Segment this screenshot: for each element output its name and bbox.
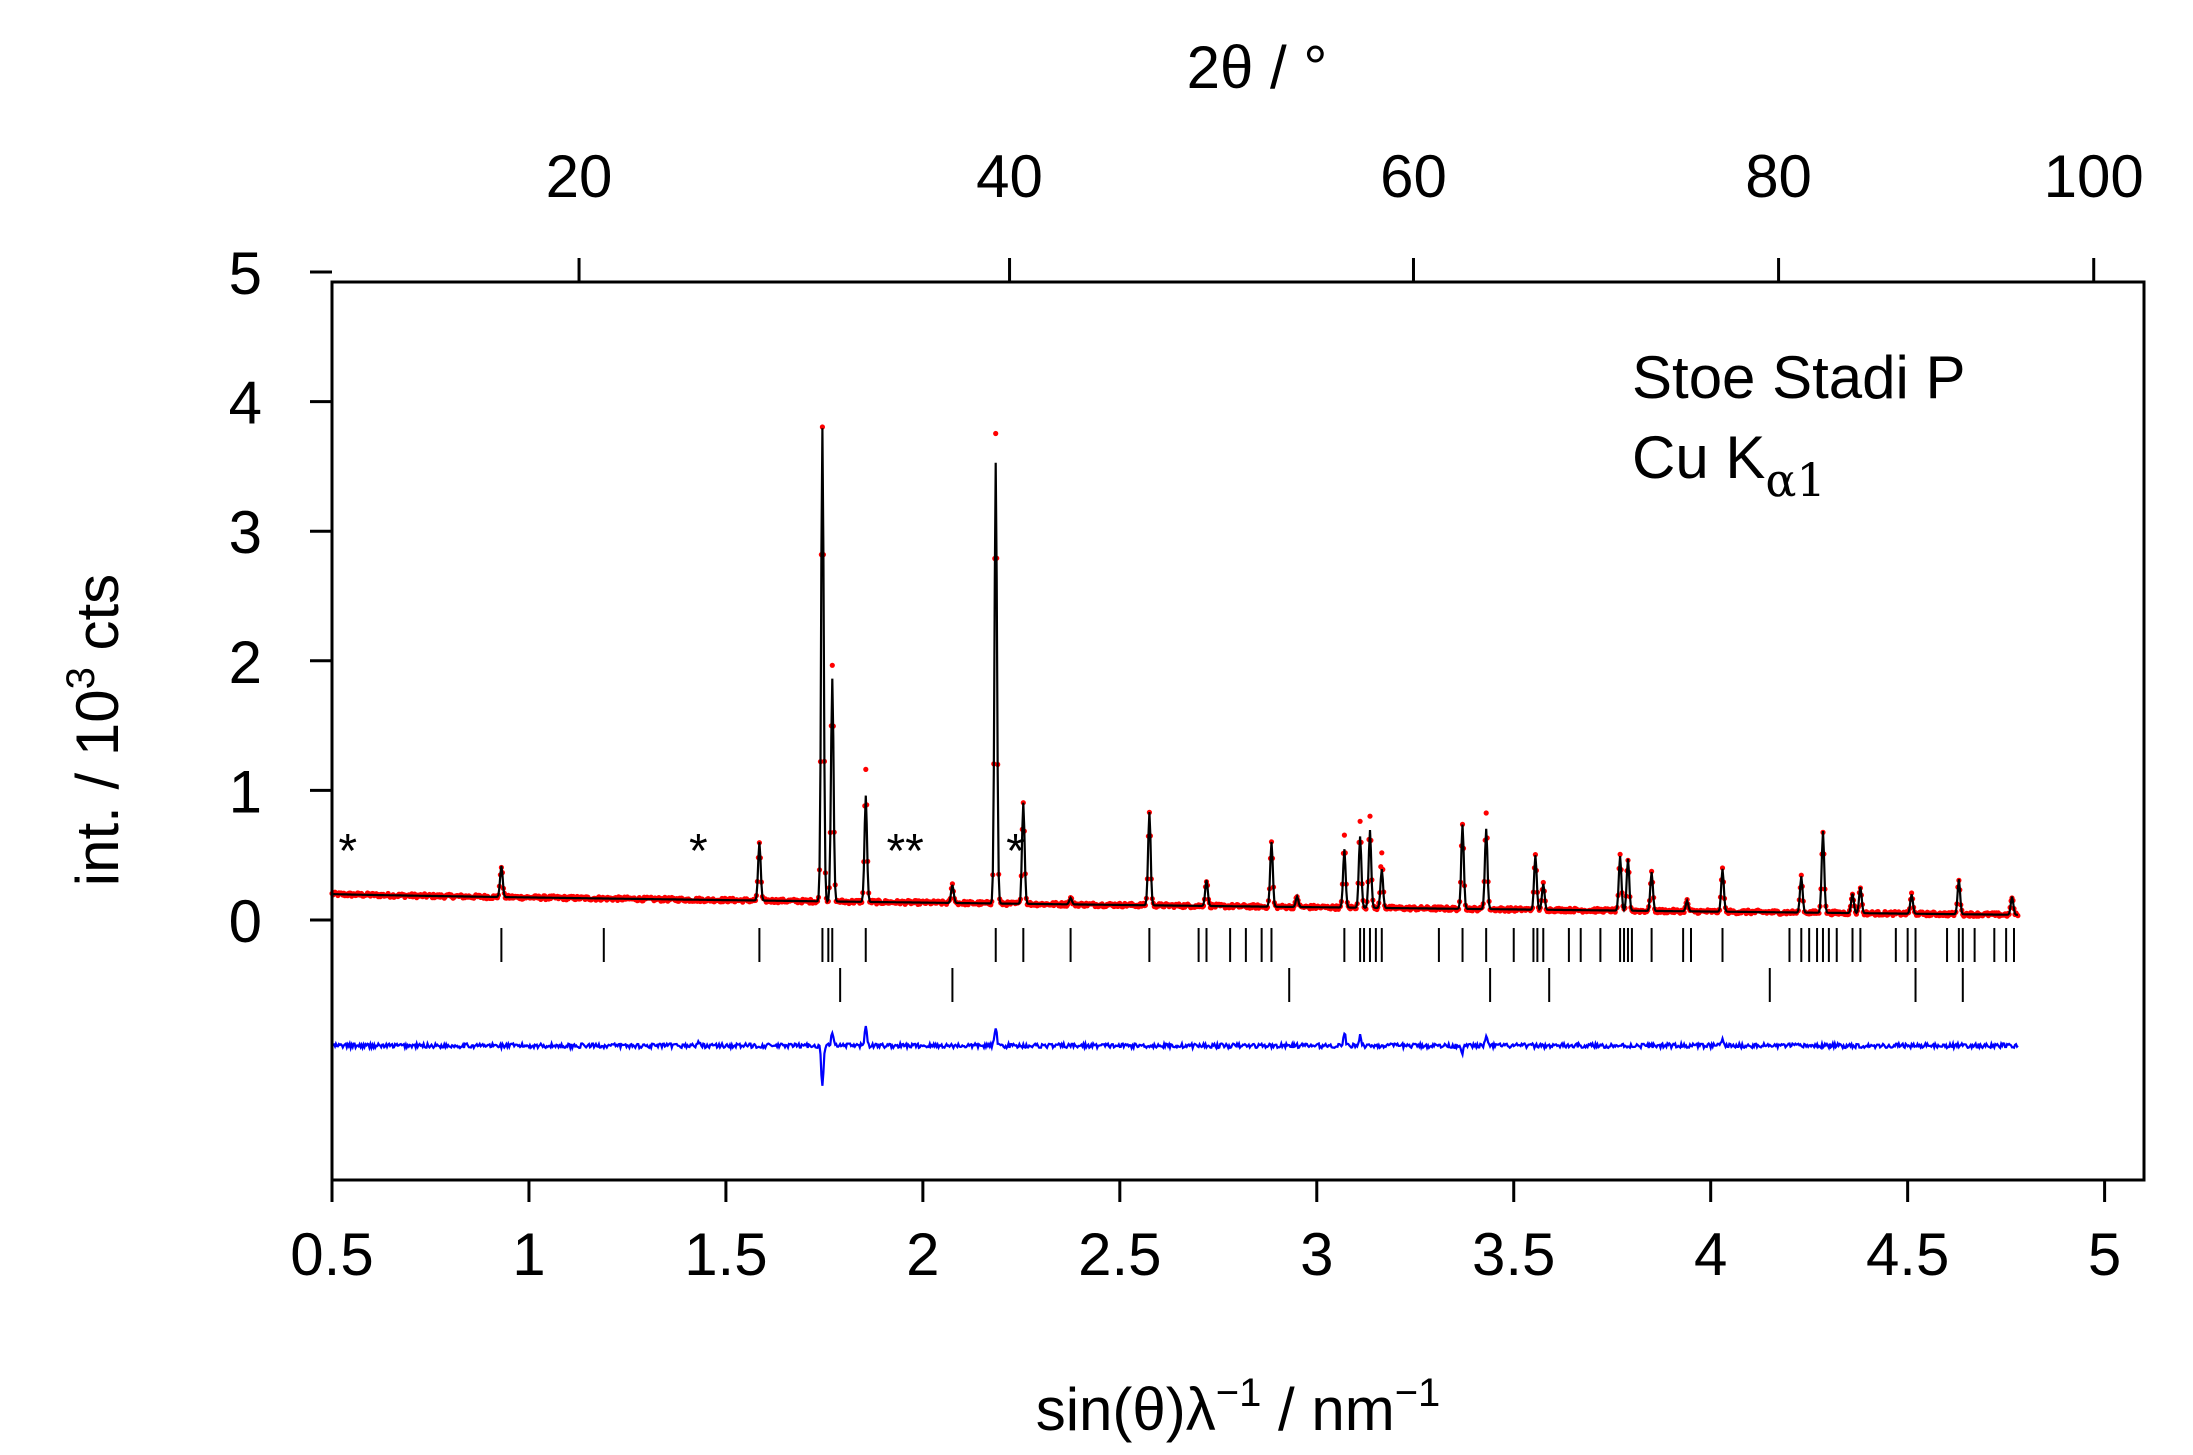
impurity-marker: *: [338, 825, 357, 878]
impurity-marker: *: [689, 825, 708, 878]
x-tick-label: 0.5: [290, 1221, 373, 1288]
top-tick-label: 80: [1745, 143, 1812, 210]
observed-point: [1459, 821, 1466, 828]
y-tick-label: 5: [229, 240, 262, 307]
radiation-label: Cu Kα1: [1632, 424, 1826, 507]
observed-point: [1798, 872, 1804, 878]
x-axis-title-mid: / nm: [1261, 1376, 1394, 1443]
radiation-label-sub: α1: [1765, 453, 1825, 507]
observed-point: [1617, 851, 1623, 857]
x-tick-label: 1: [512, 1221, 545, 1288]
top-tick-label: 60: [1380, 143, 1447, 210]
x-tick-label: 4.5: [1866, 1221, 1949, 1288]
y-axis-title-base: int. / 10: [64, 689, 131, 886]
x-axis-title-sup2: −1: [1395, 1371, 1441, 1415]
x-tick-label: 4: [1694, 1221, 1727, 1288]
x-tick-label: 3: [1300, 1221, 1333, 1288]
axes-layer: 0.5 1 1.5 2 2.5 3 3.5 4 4.5 5 0 1 2 3 4 5 20 40 60 80 100: [229, 143, 2144, 1288]
x-tick-label: 5: [2088, 1221, 2121, 1288]
calculated-line: [332, 428, 2018, 916]
x-axis-title: sin(θ)λ−1 / nm−1: [1036, 1371, 1441, 1443]
top-tick-label: 100: [2044, 143, 2144, 210]
radiation-label-base: Cu K: [1632, 424, 1765, 491]
y-tick-label: 3: [229, 499, 262, 566]
observed-point: [1540, 879, 1546, 886]
instrument-label: Stoe Stadi P: [1632, 344, 1966, 411]
impurity-marker: *: [1006, 825, 1025, 878]
x-axis-title-base: sin(θ)λ: [1036, 1376, 1216, 1443]
observed-point: [819, 424, 826, 430]
y-tick-label: 4: [229, 370, 262, 437]
y-axis-title-sup: 3: [59, 667, 103, 689]
observed-point: [1909, 890, 1915, 896]
data-layer: * * ** *: [329, 424, 2021, 1086]
x-tick-label: 2: [906, 1221, 939, 1288]
y-tick-label: 1: [229, 758, 262, 825]
y-axis-title-tail: cts: [64, 574, 131, 667]
x-tick-label: 1.5: [684, 1221, 767, 1288]
x-tick-label: 3.5: [1472, 1221, 1555, 1288]
observed-point: [1532, 852, 1538, 858]
observed-point: [863, 766, 869, 773]
observed-point: [1379, 850, 1385, 856]
observed-point: [1483, 810, 1489, 816]
observed-point: [1649, 868, 1655, 875]
y-tick-label: 0: [229, 888, 262, 955]
observed-point: [1367, 813, 1373, 819]
observed-point: [993, 430, 999, 437]
reflections-phase1: [500, 928, 2016, 962]
top-tick-label: 40: [976, 143, 1043, 210]
observed-point: [1357, 818, 1363, 824]
reflections-phase2: [839, 968, 1964, 1002]
difference-line: [331, 1025, 2019, 1086]
top-tick-label: 20: [546, 143, 613, 210]
observed-point: [829, 662, 835, 668]
y-axis-title: int. / 103 cts: [59, 574, 131, 886]
observed-point: [949, 881, 956, 887]
observed-point: [1268, 839, 1275, 845]
impurity-marker: **: [886, 825, 923, 878]
x-tick-label: 2.5: [1078, 1221, 1161, 1288]
y-tick-label: 2: [229, 629, 262, 696]
observed-point: [1719, 865, 1726, 871]
x-axis-title-sup1: −1: [1216, 1371, 1262, 1415]
top-axis-title: 2θ / °: [1187, 34, 1328, 101]
plot-frame: [330, 280, 2146, 1182]
observed-point: [1341, 832, 1347, 838]
